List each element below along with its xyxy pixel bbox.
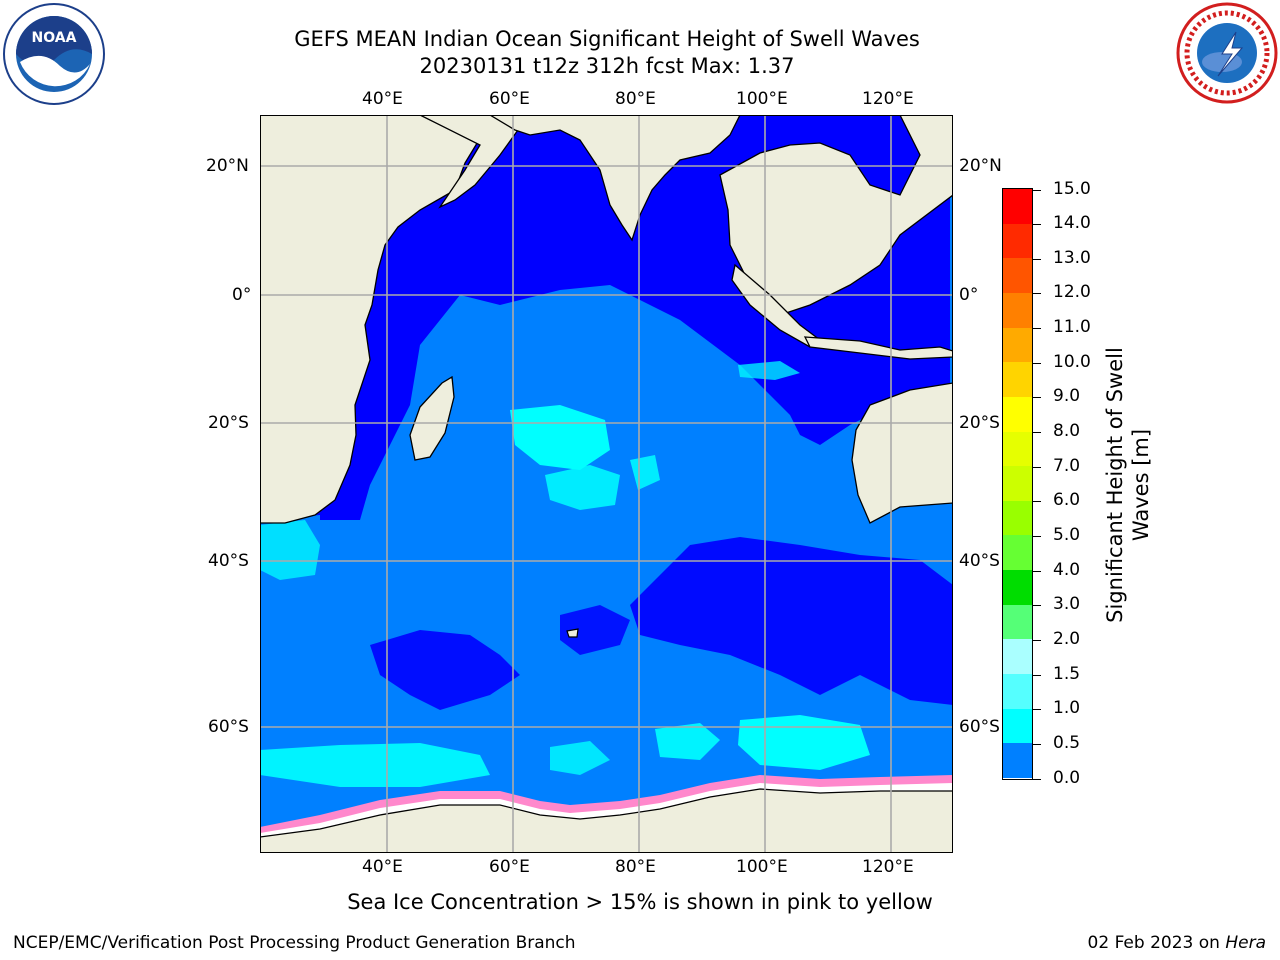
colorbar-tick: [1033, 709, 1041, 711]
colorbar-label: 11.0: [1053, 317, 1091, 338]
lat-tick-right: 40°S: [959, 551, 1000, 571]
colorbar-segment: [1003, 466, 1032, 502]
colorbar-label: 0.5: [1053, 732, 1081, 753]
colorbar-segment: [1003, 639, 1032, 675]
colorbar-tick: [1033, 362, 1041, 364]
lat-tick-right: 20°S: [959, 413, 1000, 433]
footer-machine: Hera: [1225, 933, 1266, 953]
colorbar-label: 1.5: [1053, 663, 1081, 684]
map-frame: [260, 115, 953, 853]
colorbar-segment: [1003, 500, 1032, 536]
lat-tick-right: 60°S: [959, 717, 1000, 737]
colorbar-tick: [1033, 432, 1041, 434]
colorbar-segment: [1003, 674, 1032, 710]
colorbar-tick: [1033, 743, 1041, 745]
colorbar-tick: [1033, 535, 1041, 537]
colorbar-label: 5.0: [1053, 524, 1081, 545]
colorbar-label: 1.0: [1053, 698, 1081, 719]
colorbar-segment: [1003, 189, 1032, 225]
lat-tick-right: 0°: [959, 285, 979, 305]
colorbar-tick: [1033, 639, 1041, 641]
colorbar-segment: [1003, 258, 1032, 294]
colorbar-segment: [1003, 327, 1032, 363]
colorbar-label: 7.0: [1053, 455, 1081, 476]
colorbar-segment: [1003, 292, 1032, 329]
colorbar-label: 9.0: [1053, 386, 1081, 407]
colorbar-segment: [1003, 535, 1032, 571]
colorbar-tick: [1033, 258, 1041, 260]
colorbar-tick: [1033, 778, 1041, 780]
lon-tick-bottom: 120°E: [862, 857, 914, 877]
colorbar-tick: [1033, 501, 1041, 503]
colorbar-segment: [1003, 570, 1032, 606]
lon-tick-top: 40°E: [362, 89, 403, 109]
colorbar-tick: [1033, 397, 1041, 399]
nws-logo: [1176, 2, 1278, 104]
chart-subtitle: 20230131 t12z 312h fcst Max: 1.37: [419, 54, 795, 78]
lat-tick-left: 60°S: [208, 717, 249, 737]
lon-tick-bottom: 100°E: [736, 857, 788, 877]
colorbar-label: 3.0: [1053, 594, 1081, 615]
lon-tick-top: 100°E: [736, 89, 788, 109]
colorbar-label: 14.0: [1053, 213, 1091, 234]
lon-tick-top: 120°E: [862, 89, 914, 109]
svg-text:NOAA: NOAA: [32, 30, 77, 46]
colorbar-label: 10.0: [1053, 351, 1091, 372]
colorbar-tick: [1033, 674, 1041, 676]
footer-date-text: 02 Feb 2023 on: [1087, 933, 1220, 953]
colorbar-tick: [1033, 328, 1041, 330]
colorbar-title: Significant Height of Swell Waves [m]: [1103, 347, 1153, 623]
lat-tick-left: 40°S: [208, 551, 249, 571]
colorbar-label: 15.0: [1053, 178, 1091, 199]
noaa-logo: NOAA: [3, 3, 105, 105]
colorbar-segment: [1003, 708, 1032, 744]
lat-tick-right: 20°N: [959, 156, 1002, 176]
colorbar-label: 12.0: [1053, 282, 1091, 303]
colorbar: [1002, 188, 1033, 780]
colorbar-segment: [1003, 396, 1032, 433]
colorbar-tick: [1033, 293, 1041, 295]
colorbar-tick: [1033, 189, 1041, 191]
colorbar-label: 6.0: [1053, 490, 1081, 511]
colorbar-tick: [1033, 224, 1041, 226]
colorbar-segment: [1003, 604, 1032, 640]
sea-ice-caption: Sea Ice Concentration > 15% is shown in …: [347, 890, 933, 914]
colorbar-label: 8.0: [1053, 421, 1081, 442]
colorbar-label: 13.0: [1053, 247, 1091, 268]
swell-height-map: [260, 115, 953, 853]
colorbar-segment: [1003, 743, 1032, 779]
colorbar-tick: [1033, 466, 1041, 468]
colorbar-segment: [1003, 362, 1032, 398]
lon-tick-bottom: 60°E: [489, 857, 530, 877]
lon-tick-top: 60°E: [489, 89, 530, 109]
lat-tick-left: 20°S: [208, 413, 249, 433]
lat-tick-left: 20°N: [206, 156, 249, 176]
colorbar-segment: [1003, 223, 1032, 259]
colorbar-label: 4.0: [1053, 559, 1081, 580]
colorbar-label: 2.0: [1053, 628, 1081, 649]
footer-credit: NCEP/EMC/Verification Post Processing Pr…: [13, 933, 576, 953]
footer-date: 02 Feb 2023 on Hera: [1088, 933, 1266, 953]
colorbar-label: 0.0: [1053, 767, 1081, 788]
lon-tick-top: 80°E: [615, 89, 656, 109]
chart-title: GEFS MEAN Indian Ocean Significant Heigh…: [294, 27, 920, 51]
lon-tick-bottom: 40°E: [362, 857, 403, 877]
lon-tick-bottom: 80°E: [615, 857, 656, 877]
colorbar-tick: [1033, 570, 1041, 572]
colorbar-tick: [1033, 605, 1041, 607]
colorbar-segment: [1003, 431, 1032, 467]
lat-tick-left: 0°: [232, 285, 252, 305]
